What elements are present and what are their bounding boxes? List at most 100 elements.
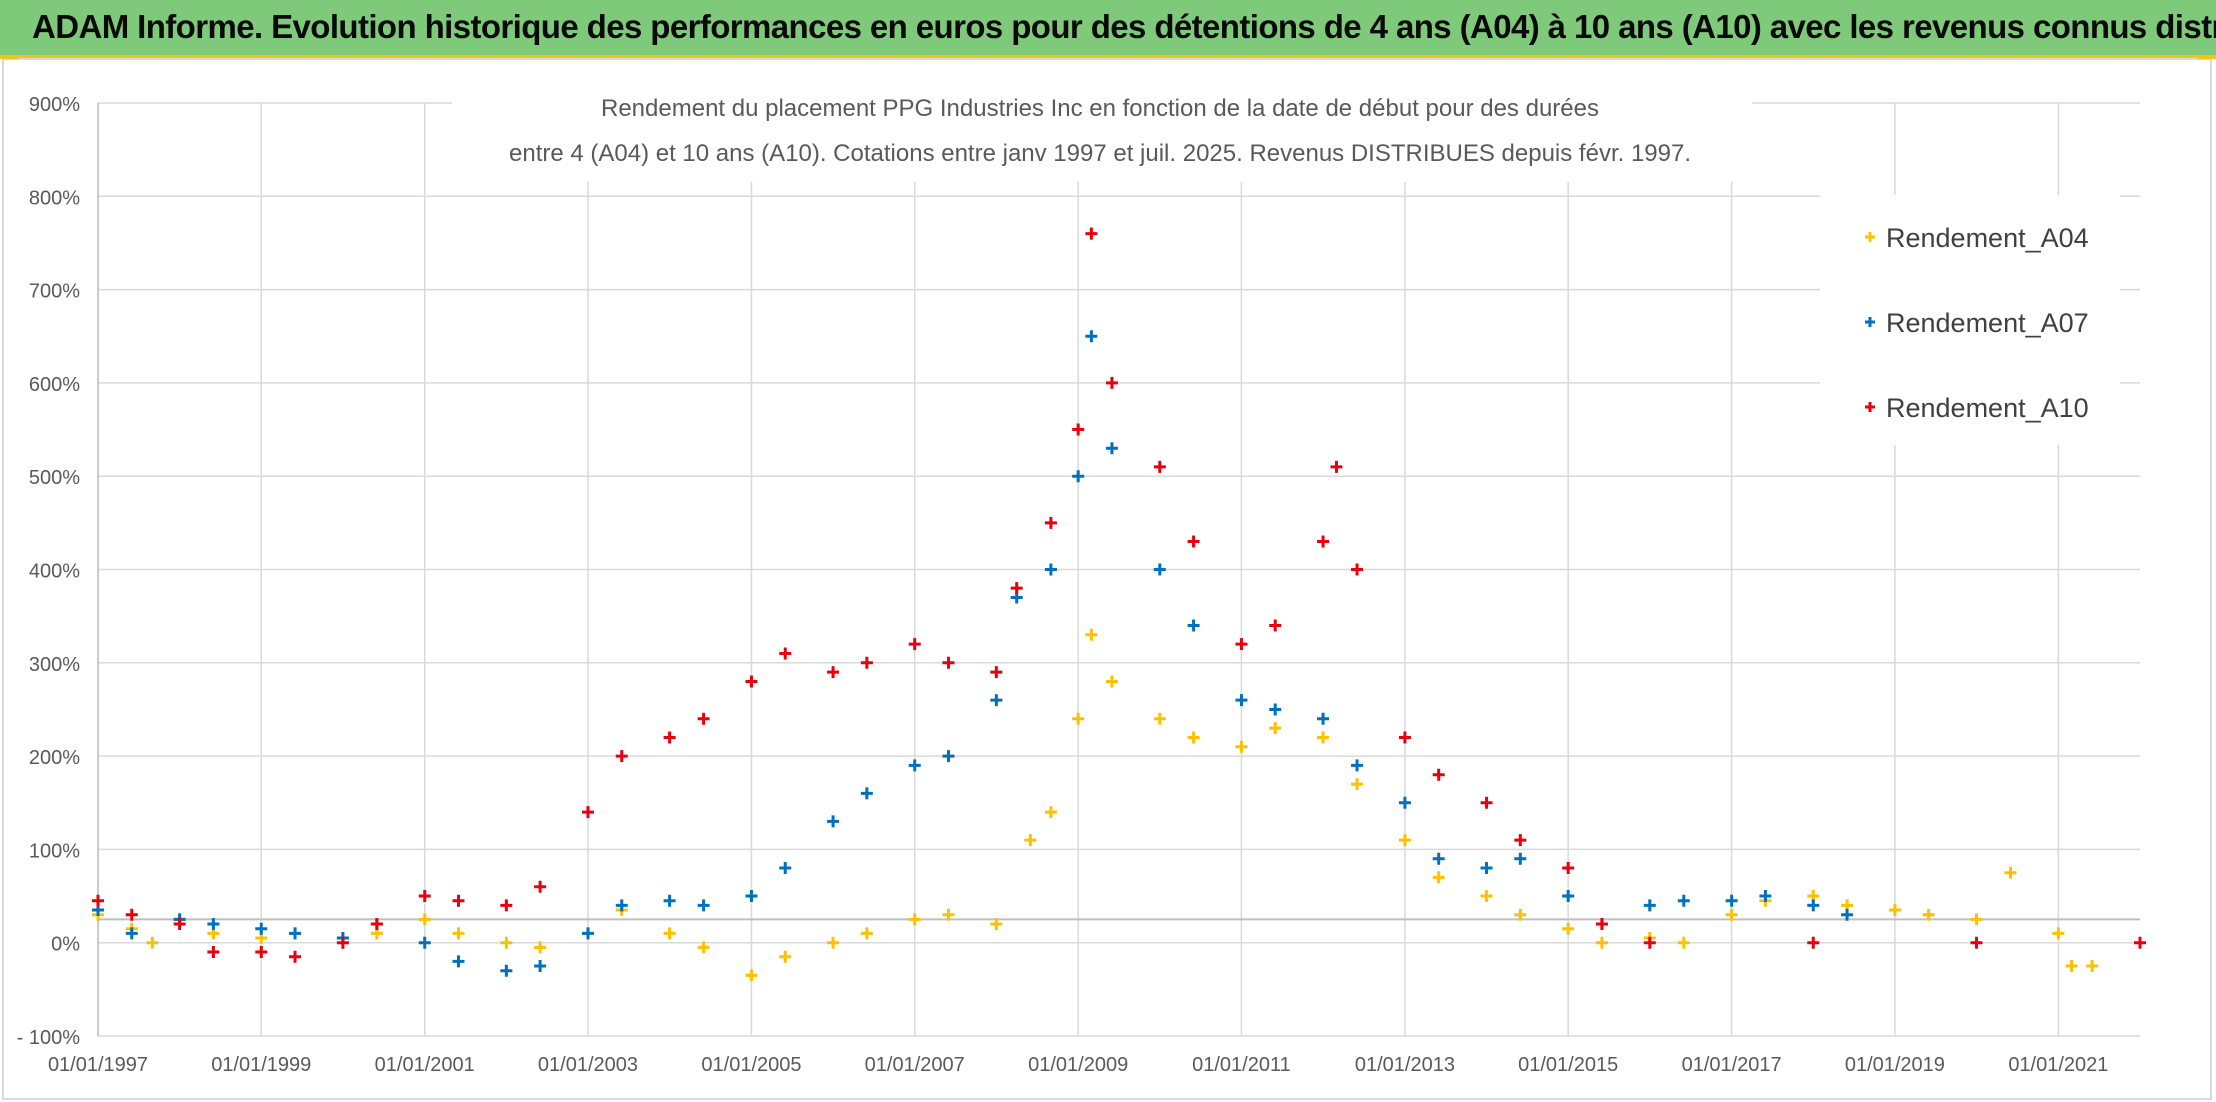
data-point [173, 918, 186, 931]
data-point [697, 899, 710, 912]
data-point [745, 675, 758, 688]
data-point [1351, 759, 1364, 772]
data-point [146, 936, 159, 949]
data-point [2052, 927, 2065, 940]
data-point [1725, 894, 1738, 907]
data-point [942, 908, 955, 921]
legend-label: Rendement_A04 [1886, 223, 2089, 253]
data-point [289, 927, 302, 940]
data-point [1398, 731, 1411, 744]
data-point [942, 750, 955, 763]
data-point [255, 922, 268, 935]
data-point [1044, 516, 1057, 529]
data-point [1888, 904, 1901, 917]
y-tick-label: 600% [29, 374, 80, 396]
data-point [1330, 460, 1343, 473]
series-Rendement_A04 [92, 628, 2099, 982]
data-point [1105, 376, 1118, 389]
x-tick-label: 01/01/2011 [1192, 1054, 1291, 1076]
y-tick-label: 900% [29, 94, 80, 116]
data-point [779, 647, 792, 660]
x-tick-label: 01/01/1997 [48, 1054, 148, 1076]
data-point [990, 918, 1003, 931]
data-point [1514, 908, 1527, 921]
banner-title: ADAM Informe. Evolution historique des p… [32, 8, 2216, 45]
data-point [1432, 768, 1445, 781]
data-point [125, 927, 138, 940]
data-point [534, 941, 547, 954]
data-point [452, 955, 465, 968]
data-point [1562, 862, 1575, 875]
data-point [1562, 922, 1575, 935]
y-tick-label: 300% [29, 654, 80, 676]
data-point [1187, 731, 1200, 744]
x-tick-label: 01/01/2015 [1518, 1054, 1618, 1076]
data-point [581, 927, 594, 940]
data-point [779, 950, 792, 963]
data-point [1085, 628, 1098, 641]
data-point [1480, 890, 1493, 903]
data-point [908, 759, 921, 772]
data-point [500, 964, 513, 977]
data-point [663, 927, 676, 940]
data-point [207, 946, 220, 959]
data-point [1595, 918, 1608, 931]
data-point [1643, 936, 1656, 949]
legend-label: Rendement_A10 [1886, 393, 2089, 423]
y-tick-label: 200% [29, 747, 80, 769]
data-point [1432, 852, 1445, 865]
x-tick-label: 01/01/2017 [1682, 1054, 1782, 1076]
x-tick-label: 01/01/2007 [865, 1054, 965, 1076]
data-point [1235, 740, 1248, 753]
data-point [745, 890, 758, 903]
data-point [336, 936, 349, 949]
data-point [125, 908, 138, 921]
data-point [1351, 778, 1364, 791]
data-point [908, 913, 921, 926]
data-point [2134, 936, 2146, 949]
data-point [2004, 866, 2017, 879]
data-point [990, 694, 1003, 707]
data-point [1643, 899, 1656, 912]
data-point [615, 899, 628, 912]
data-point [500, 936, 513, 949]
legend-marker [1865, 232, 1875, 242]
data-point [860, 927, 873, 940]
title-background [452, 86, 1752, 182]
data-point [663, 731, 676, 744]
x-tick-label: 01/01/2009 [1028, 1054, 1128, 1076]
data-point [1970, 913, 1983, 926]
y-tick-label: 400% [29, 561, 80, 583]
x-tick-label: 01/01/2001 [375, 1054, 475, 1076]
data-point [697, 941, 710, 954]
data-point [418, 890, 431, 903]
data-point [581, 806, 594, 819]
legend-marker [1865, 317, 1875, 327]
data-point [827, 666, 840, 679]
data-point [1759, 890, 1772, 903]
data-point [1514, 834, 1527, 847]
chart-frame [2, 58, 2212, 1100]
data-point [2086, 960, 2099, 973]
data-point [1317, 535, 1330, 548]
data-point [745, 969, 758, 982]
data-point [1970, 936, 1983, 949]
x-tick-label: 01/01/2003 [538, 1054, 638, 1076]
data-point [1841, 908, 1854, 921]
data-point [207, 918, 220, 931]
data-point [534, 960, 547, 973]
data-point [1269, 722, 1282, 735]
data-point [1085, 330, 1098, 343]
data-point [1269, 619, 1282, 632]
corner-accent-left [0, 55, 18, 59]
data-point [1432, 871, 1445, 884]
data-point [1044, 563, 1057, 576]
data-point [1480, 796, 1493, 809]
series-Rendement_A07 [92, 330, 1854, 977]
data-point [1480, 862, 1493, 875]
data-point [1351, 563, 1364, 576]
data-point [1595, 936, 1608, 949]
data-point [418, 936, 431, 949]
data-point [1562, 890, 1575, 903]
